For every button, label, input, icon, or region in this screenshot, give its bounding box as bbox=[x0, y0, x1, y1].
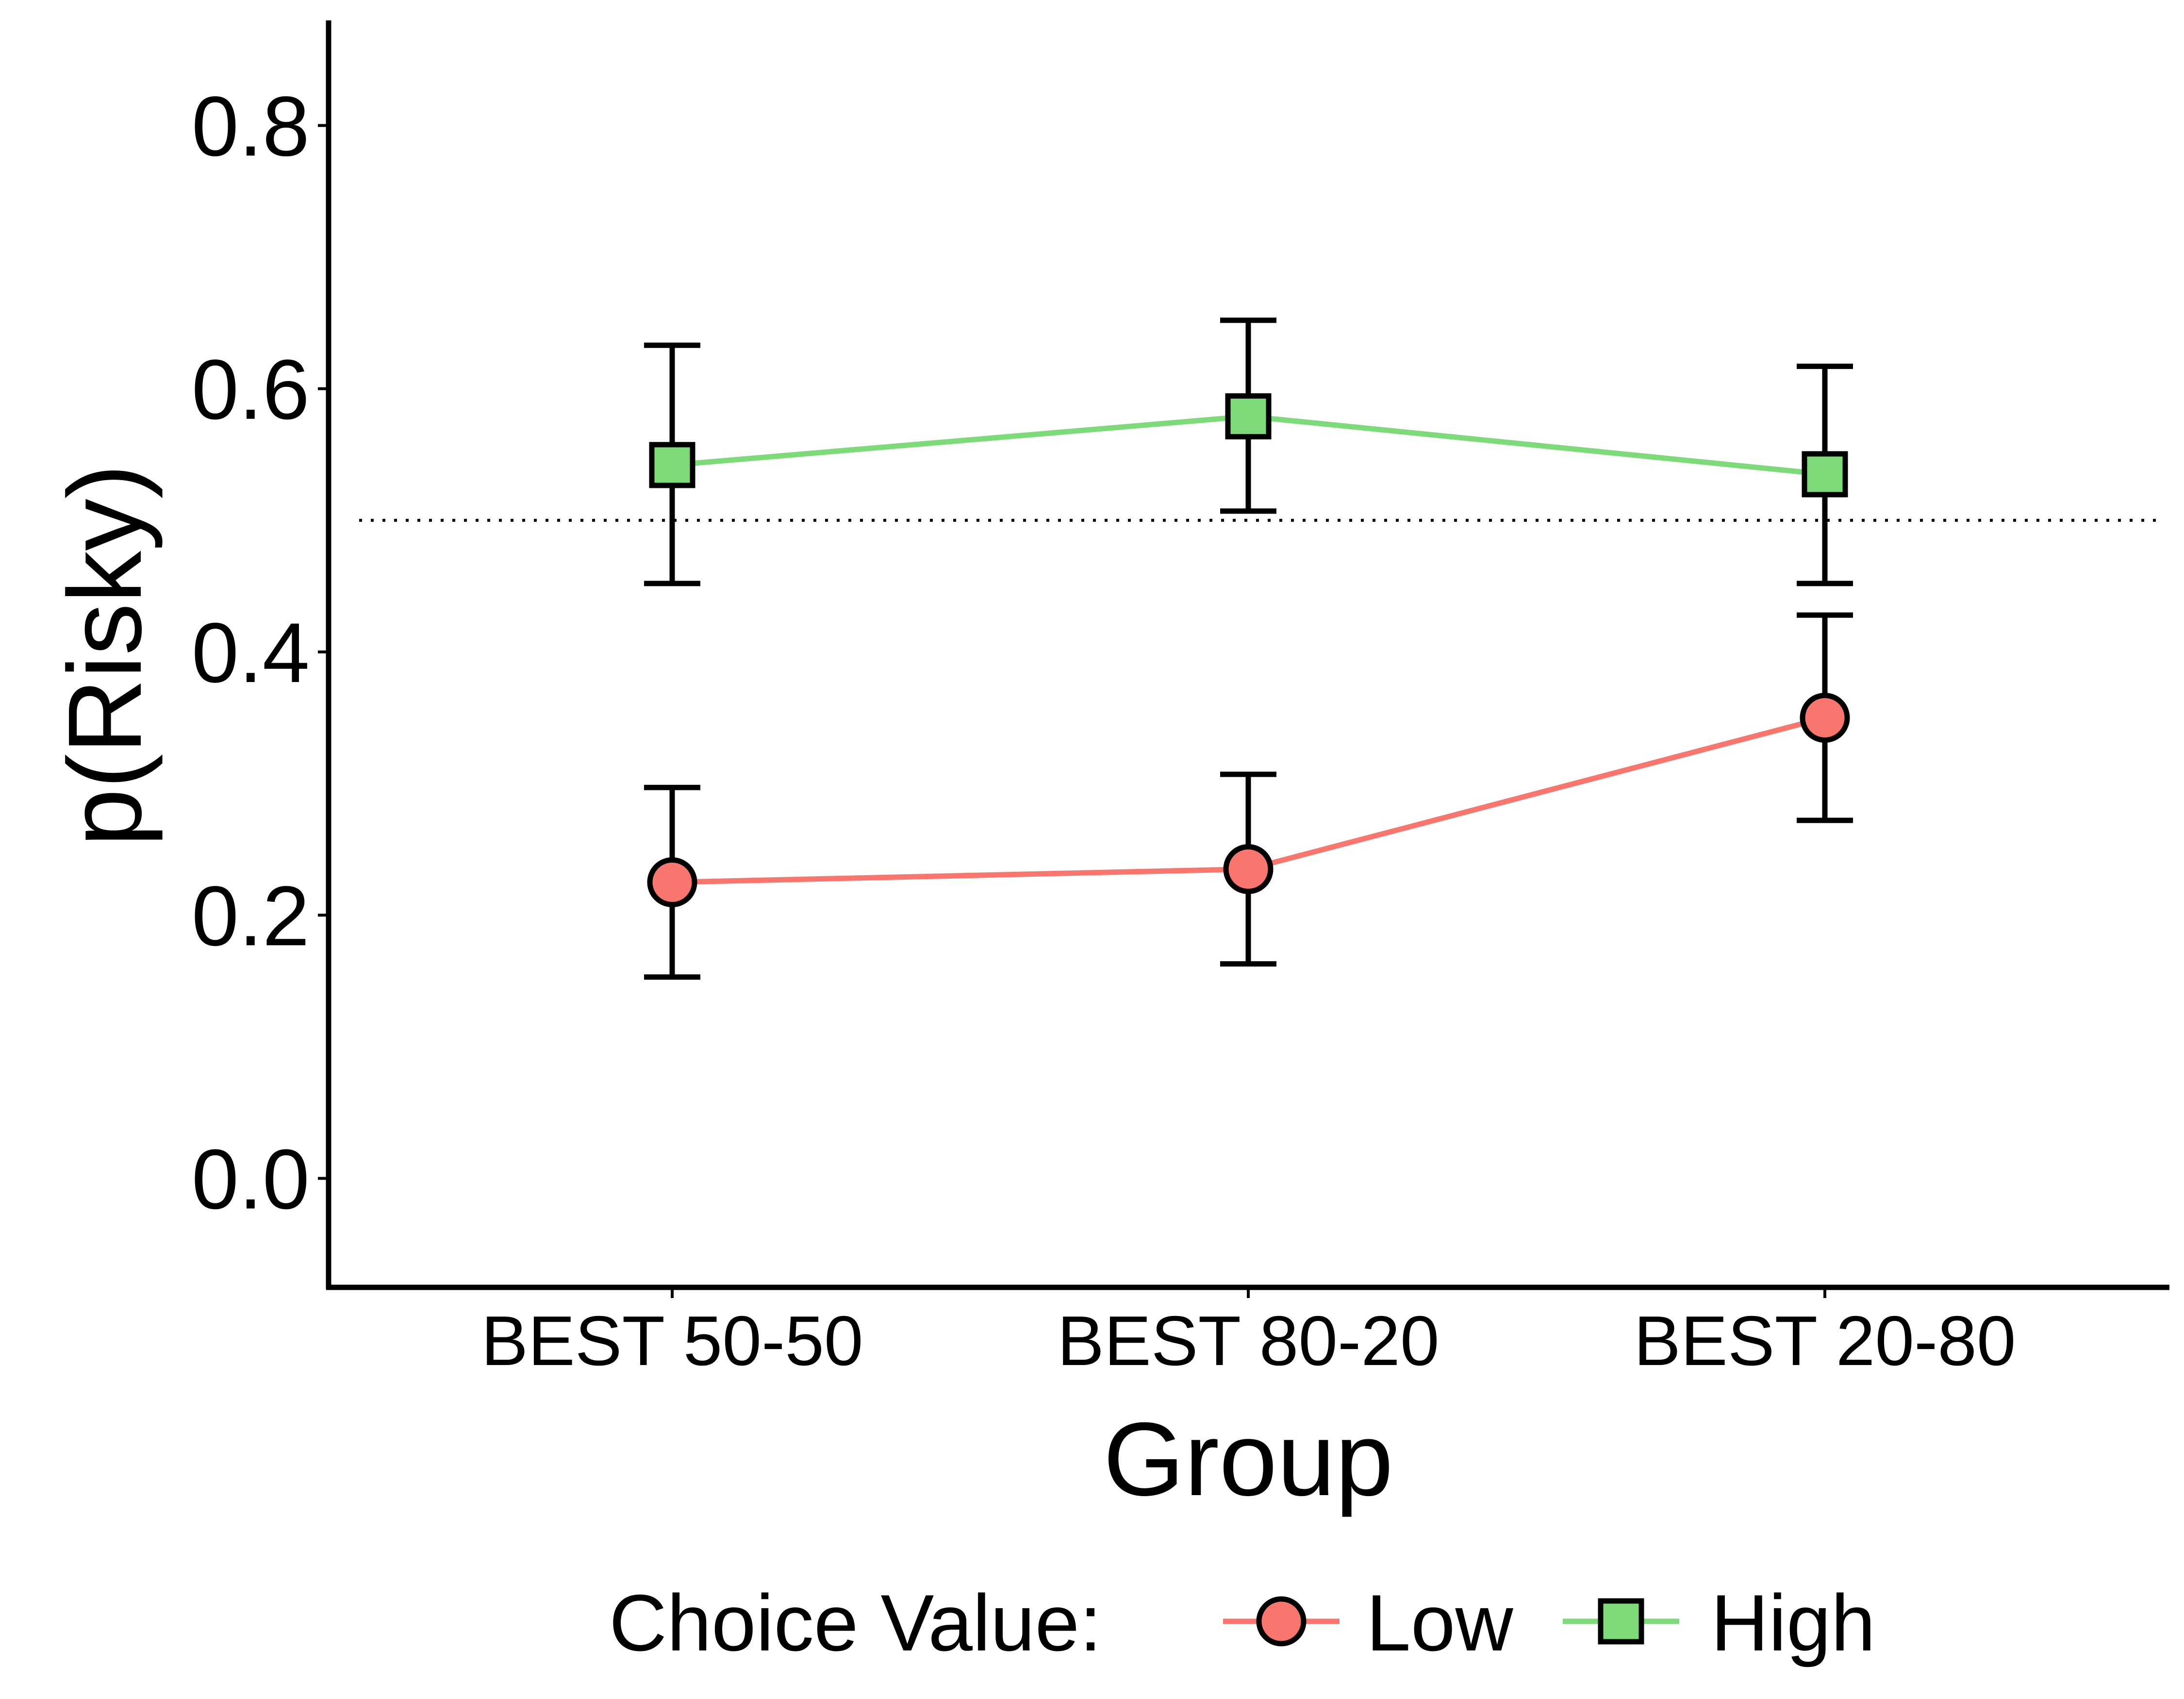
legend-label-high: High bbox=[1711, 1578, 1875, 1667]
legend: Choice Value: Low High bbox=[609, 1578, 1875, 1667]
data-point-low bbox=[647, 857, 697, 907]
data-point-low bbox=[1223, 844, 1274, 894]
y-tick-label: 0.8 bbox=[192, 79, 310, 174]
y-axis-label: p(Risky) bbox=[46, 464, 163, 847]
data-point-low bbox=[1800, 693, 1850, 743]
series-layer bbox=[644, 317, 1853, 980]
y-tick-label: 0.4 bbox=[192, 606, 310, 700]
x-tick-label: BEST 50-50 bbox=[481, 1301, 863, 1380]
data-point-high bbox=[649, 442, 695, 488]
x-tick-label: BEST 20-80 bbox=[1634, 1301, 2016, 1380]
legend-title: Choice Value: bbox=[609, 1578, 1102, 1667]
legend-label-low: Low bbox=[1366, 1578, 1514, 1667]
x-axis-label: Group bbox=[1103, 1400, 1393, 1517]
axes-layer: 0.0 0.2 0.4 0.6 0.8 BEST 50-50 BEST 80-20 BEST … bbox=[192, 20, 2169, 1380]
legend-key-marker-high bbox=[1598, 1598, 1644, 1645]
data-point-high bbox=[1225, 393, 1272, 440]
legend-key-marker-low bbox=[1256, 1596, 1307, 1647]
data-point-high bbox=[1802, 451, 1848, 498]
y-tick-label: 0.0 bbox=[192, 1133, 310, 1227]
x-tick-label: BEST 80-20 bbox=[1057, 1301, 1439, 1380]
y-tick-label: 0.6 bbox=[192, 343, 310, 437]
y-tick-label: 0.2 bbox=[192, 869, 310, 964]
